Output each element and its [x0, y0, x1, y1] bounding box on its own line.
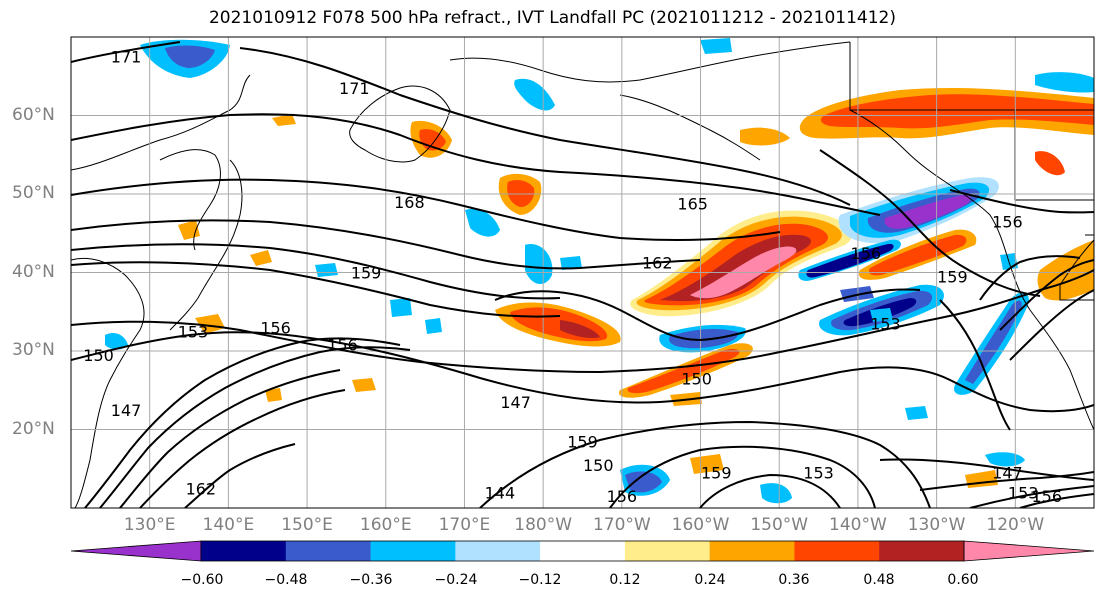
- longitude-label: 140°W: [829, 515, 887, 535]
- latitude-label: 30°N: [12, 340, 55, 360]
- contour-label: 150: [583, 456, 614, 475]
- colorbar-frame: [200, 540, 965, 562]
- contour-label: 162: [642, 253, 673, 272]
- contour-label: 159: [937, 267, 968, 286]
- colorbar-tick-label: 0.24: [694, 572, 726, 588]
- colorbar-segment: [624, 541, 711, 561]
- latitude-label: 50°N: [12, 183, 55, 203]
- colorbar-segment: [794, 541, 880, 561]
- contour-label: 159: [567, 432, 598, 451]
- contour-label: 153: [803, 464, 834, 483]
- map-title: 2021010912 F078 500 hPa refract., IVT La…: [208, 8, 896, 28]
- longitude-label: 130°E: [123, 515, 176, 535]
- colorbar-tick-label: −0.36: [349, 572, 393, 588]
- contour-label: 153: [870, 315, 901, 334]
- contour-label: 147: [992, 464, 1023, 483]
- colorbar-segment: [285, 541, 372, 561]
- contour-label: 171: [339, 79, 370, 98]
- contour-label: 156: [260, 318, 291, 337]
- longitude-label: 160°W: [671, 515, 730, 535]
- latitude-label: 40°N: [12, 261, 55, 282]
- contour-label: 156: [1032, 487, 1063, 506]
- shading-layer: [105, 38, 1094, 504]
- contour-label: 159: [351, 264, 382, 283]
- longitude-label: 170°W: [592, 515, 651, 535]
- contour-label: 165: [677, 194, 708, 213]
- colorbar-extend-low: [70, 540, 202, 562]
- contour-label: 171: [111, 48, 142, 67]
- contour-label: 162: [186, 479, 217, 498]
- longitude-label: 140°E: [202, 515, 255, 535]
- longitude-label: 150°W: [750, 515, 809, 535]
- colorbar-tick-label: −0.48: [264, 572, 308, 588]
- contour-layer: [71, 41, 1094, 508]
- colorbar-segment: [540, 541, 626, 561]
- contour-label: 168: [394, 193, 425, 212]
- contour-label: 150: [83, 346, 114, 365]
- contour-label: 156: [327, 336, 358, 355]
- colorbar-segment: [709, 541, 795, 561]
- contour-labels: 171 171 168 165 162 159 156 156 156 159 153 153 150 1…: [83, 48, 1063, 507]
- longitude-label: 130°W: [907, 515, 966, 535]
- contour-label: 156: [851, 244, 882, 263]
- colorbar-segment: [879, 541, 965, 561]
- colorbar-segment: [201, 541, 287, 561]
- colorbar: [70, 540, 1095, 562]
- longitude-label: 170°E: [438, 515, 491, 535]
- longitude-label: 150°E: [281, 515, 333, 535]
- contour-label: 150: [681, 369, 712, 388]
- latitude-label: 60°N: [12, 104, 55, 125]
- contour-label: 147: [111, 401, 142, 420]
- colorbar-tick-label: −0.12: [518, 572, 562, 588]
- coastline-layer: [71, 41, 1094, 508]
- latitude-label: 20°N: [12, 418, 55, 439]
- contour-label: 153: [178, 322, 209, 341]
- contour-label: 156: [992, 212, 1023, 231]
- colorbar-tick-label: 0.60: [947, 572, 979, 588]
- contour-label: 156: [607, 487, 638, 506]
- colorbar-tick-label: −0.60: [180, 572, 224, 588]
- colorbar-tick-label: 0.12: [609, 572, 641, 588]
- colorbar-tick-label: 0.36: [778, 572, 810, 588]
- contour-label: 144: [485, 483, 516, 502]
- colorbar-tick-label: −0.24: [434, 572, 478, 588]
- longitude-label: 180°W: [514, 515, 573, 535]
- colorbar-segment: [455, 541, 541, 561]
- map-frame: [70, 36, 1095, 509]
- colorbar-extend-high: [963, 540, 1095, 562]
- longitude-label: 120°W: [986, 515, 1045, 535]
- contour-label: 159: [701, 464, 732, 483]
- colorbar-tick-label: 0.48: [863, 572, 895, 588]
- contour-label: 147: [500, 393, 531, 412]
- colorbar-segment: [370, 541, 456, 561]
- longitude-label: 160°E: [359, 515, 412, 535]
- contour-label: 153: [1008, 483, 1039, 502]
